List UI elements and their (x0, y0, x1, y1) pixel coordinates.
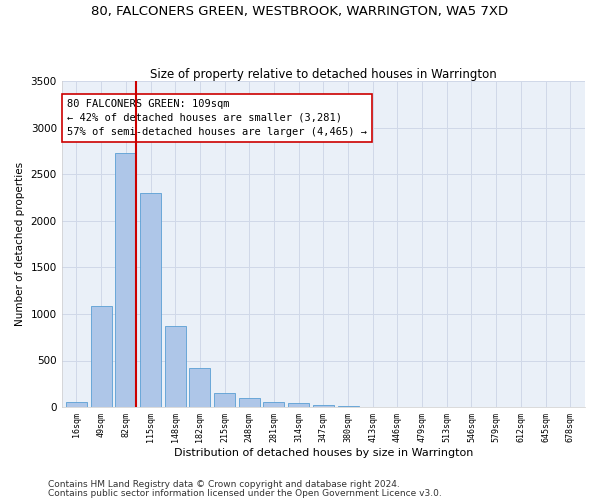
Bar (263, 402, 284, 407)
Bar (239, 398, 260, 407)
Text: Contains HM Land Registry data © Crown copyright and database right 2024.: Contains HM Land Registry data © Crown c… (48, 480, 400, 489)
Bar (288, 404, 309, 407)
Bar (190, 368, 211, 407)
Bar (214, 392, 235, 407)
Bar (165, 326, 186, 407)
Bar (313, 405, 334, 407)
Y-axis label: Number of detached properties: Number of detached properties (15, 162, 25, 326)
X-axis label: Distribution of detached houses by size in Warrington: Distribution of detached houses by size … (173, 448, 473, 458)
Bar (91, 306, 112, 407)
Bar (115, 152, 136, 407)
Text: Contains public sector information licensed under the Open Government Licence v3: Contains public sector information licen… (48, 488, 442, 498)
Title: Size of property relative to detached houses in Warrington: Size of property relative to detached ho… (150, 68, 497, 81)
Bar (66, 402, 87, 407)
Text: 80, FALCONERS GREEN, WESTBROOK, WARRINGTON, WA5 7XD: 80, FALCONERS GREEN, WESTBROOK, WARRINGT… (91, 5, 509, 18)
Text: 80 FALCONERS GREEN: 109sqm
← 42% of detached houses are smaller (3,281)
57% of s: 80 FALCONERS GREEN: 109sqm ← 42% of deta… (67, 99, 367, 137)
Bar (338, 406, 359, 407)
Bar (140, 193, 161, 407)
